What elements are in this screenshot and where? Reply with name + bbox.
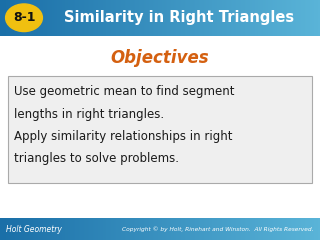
Text: triangles to solve problems.: triangles to solve problems.: [14, 152, 180, 165]
Text: Similarity in Right Triangles: Similarity in Right Triangles: [64, 10, 294, 25]
Text: Apply similarity relationships in right: Apply similarity relationships in right: [14, 130, 233, 143]
Text: Use geometric mean to find segment: Use geometric mean to find segment: [14, 85, 235, 98]
Text: Holt Geometry: Holt Geometry: [6, 225, 62, 234]
FancyBboxPatch shape: [8, 76, 312, 183]
Text: 8-1: 8-1: [13, 11, 35, 24]
Text: lengths in right triangles.: lengths in right triangles.: [14, 108, 164, 121]
Text: Copyright © by Holt, Rinehart and Winston.  All Rights Reserved.: Copyright © by Holt, Rinehart and Winsto…: [122, 227, 314, 232]
Text: Objectives: Objectives: [111, 49, 209, 67]
Ellipse shape: [5, 4, 43, 32]
